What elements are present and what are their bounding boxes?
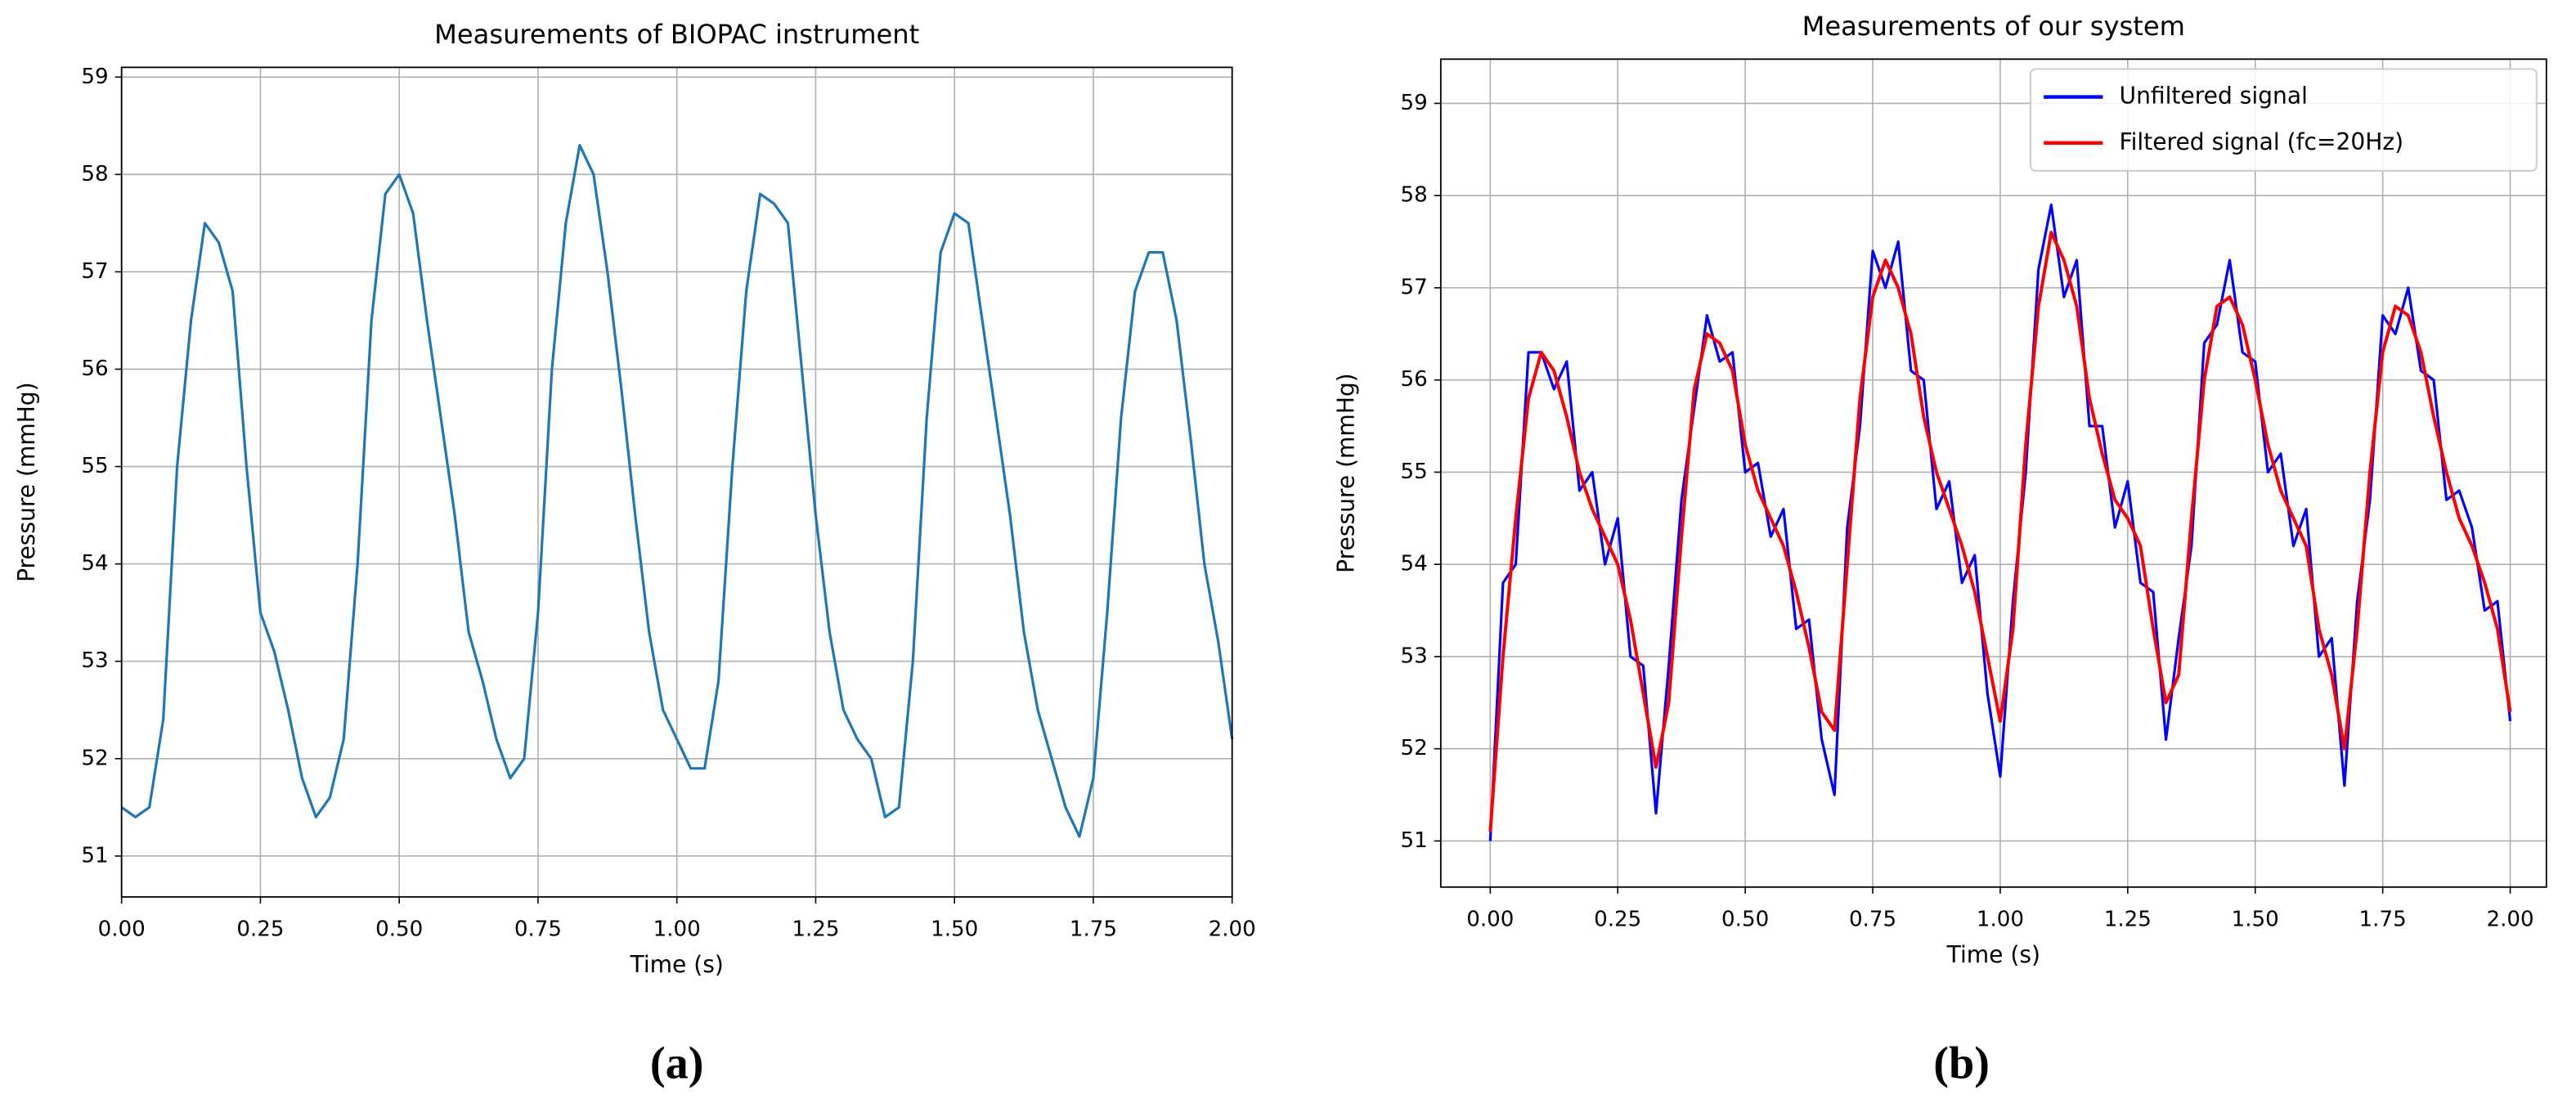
x-axis-label: Time (s) <box>630 951 724 978</box>
y-tick-label: 57 <box>81 259 108 284</box>
legend-label: Unfiltered signal <box>2120 83 2308 110</box>
y-tick-label: 51 <box>81 843 108 868</box>
chart: 0.00 0.25 0.50 0.75 1.00 1.25 1.50 1.75 2.00 51 52… <box>1332 11 2547 1089</box>
panel-label: (b) <box>1933 1038 1990 1089</box>
x-tick-label: 0.75 <box>514 917 562 942</box>
data-line <box>1488 231 2512 832</box>
y-tick-label: 51 <box>1401 828 1428 853</box>
axes-frame <box>1439 58 2547 888</box>
x-tick-label: 1.00 <box>1977 907 2024 931</box>
x-tick-label: 2.00 <box>1209 917 1256 942</box>
y-tick-label: 55 <box>81 454 108 478</box>
x-tick-label: 1.75 <box>1070 917 1117 942</box>
x-tick-label: 2.00 <box>2486 907 2533 931</box>
x-tick-label: 0.25 <box>1594 907 1641 931</box>
legend-label: Filtered signal (fc=20Hz) <box>2120 128 2404 155</box>
y-tick-label: 54 <box>1401 552 1428 576</box>
x-tick-label: 0.75 <box>1849 907 1896 931</box>
legend-box <box>2030 68 2538 172</box>
y-tick-label: 58 <box>1401 183 1428 208</box>
y-tick-label: 59 <box>81 65 108 89</box>
chart-title: Measurements of our system <box>1802 11 2185 42</box>
y-tick-label: 53 <box>81 648 108 673</box>
chart-title: Measurements of BIOPAC instrument <box>434 19 919 50</box>
y-tick-label: 57 <box>1401 275 1428 299</box>
x-tick-label: 0.50 <box>375 917 423 942</box>
y-tick-label: 56 <box>81 357 108 381</box>
y-tick-label: 58 <box>81 162 108 186</box>
y-tick-label: 53 <box>1401 644 1428 668</box>
y-tick-label: 55 <box>1401 460 1428 484</box>
x-tick-label: 0.50 <box>1721 907 1769 931</box>
data-line <box>1488 203 2512 841</box>
x-tick-label: 1.25 <box>792 917 839 942</box>
y-tick-label: 52 <box>81 746 108 770</box>
x-tick-label: 1.50 <box>931 917 978 942</box>
y-tick-label: 52 <box>1401 736 1428 760</box>
x-tick-label: 1.50 <box>2232 907 2279 931</box>
axes-frame <box>120 66 1233 898</box>
x-tick-label: 1.75 <box>2359 907 2407 931</box>
x-axis-label: Time (s) <box>1946 941 2040 968</box>
y-axis-label: Pressure (mmHg) <box>13 382 40 582</box>
data-line <box>120 144 1234 838</box>
x-tick-label: 0.00 <box>1466 907 1514 931</box>
chart: 0.00 0.25 0.50 0.75 1.00 1.25 1.50 1.75 2.00 51 52… <box>13 19 1256 1088</box>
panel-label: (a) <box>650 1038 704 1089</box>
y-tick-label: 54 <box>81 551 108 576</box>
y-tick-label: 56 <box>1401 367 1428 392</box>
x-tick-label: 1.25 <box>2104 907 2152 931</box>
y-tick-label: 59 <box>1401 91 1428 115</box>
x-tick-label: 1.00 <box>653 917 701 942</box>
x-tick-label: 0.25 <box>236 917 284 942</box>
y-axis-label: Pressure (mmHg) <box>1332 373 1359 573</box>
x-tick-label: 0.00 <box>98 917 146 942</box>
